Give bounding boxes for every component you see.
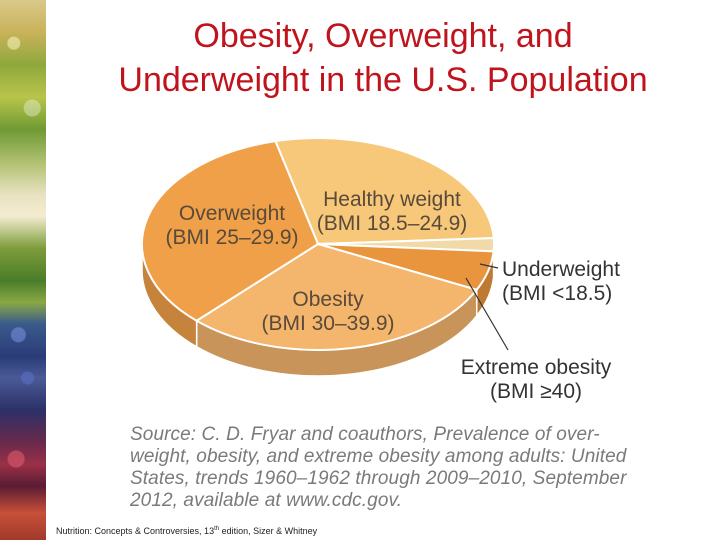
leader-line-extreme-obesity xyxy=(465,277,509,351)
pie-label-obesity-note: (BMI 30–39.9) xyxy=(261,312,394,335)
footer-credit-text: Nutrition: Concepts & Controversies, 13 xyxy=(56,526,215,536)
footer-credit: Nutrition: Concepts & Controversies, 13t… xyxy=(56,526,317,536)
pie-slice-obesity xyxy=(194,242,479,351)
footer-credit-tail: edition, Sizer & Whitney xyxy=(219,526,318,536)
slide-title: Obesity, Overweight, and Underweight in … xyxy=(46,14,720,102)
source-citation: Source: C. D. Fryar and coauthors, Preva… xyxy=(130,424,670,512)
source-line-1: Source: C. D. Fryar and coauthors, Preva… xyxy=(130,424,600,445)
pie-label-underweight-name: Underweight xyxy=(502,258,620,281)
source-line-4: 2012, available at www.cdc.gov. xyxy=(130,490,403,511)
slide-title-line-1: Obesity, Overweight, and xyxy=(193,17,573,55)
pie-label-healthy-weight-name: Healthy weight xyxy=(323,188,461,211)
pie-label-obesity-name: Obesity xyxy=(292,288,364,311)
pie-slice-healthy-weight xyxy=(274,137,495,246)
pie-labels: Healthy weight(BMI 18.5–24.9) Underweight… xyxy=(165,188,620,403)
produce-sidebar-image xyxy=(0,0,46,540)
source-line-3: States, trends 1960–1962 through 2009–20… xyxy=(130,468,627,489)
pie-label-underweight-note: (BMI <18.5) xyxy=(502,282,612,305)
source-line-2: weight, obesity, and extreme obesity amo… xyxy=(130,446,627,467)
leader-line-underweight xyxy=(479,263,499,269)
pie-label-healthy-weight-note: (BMI 18.5–24.9) xyxy=(317,212,468,235)
pie-label-overweight-note: (BMI 25–29.9) xyxy=(165,226,298,249)
pie-slices xyxy=(141,137,495,377)
footer-credit-superscript: th xyxy=(214,526,220,532)
pie-label-extreme-obesity-note: (BMI ≥40) xyxy=(490,380,582,403)
pie-label-overweight-name: Overweight xyxy=(179,202,285,225)
pie-label-extreme-obesity-name: Extreme obesity xyxy=(461,356,612,379)
slide-title-line-2: Underweight in the U.S. Population xyxy=(118,61,648,99)
pie-slice-overweight xyxy=(141,140,320,322)
